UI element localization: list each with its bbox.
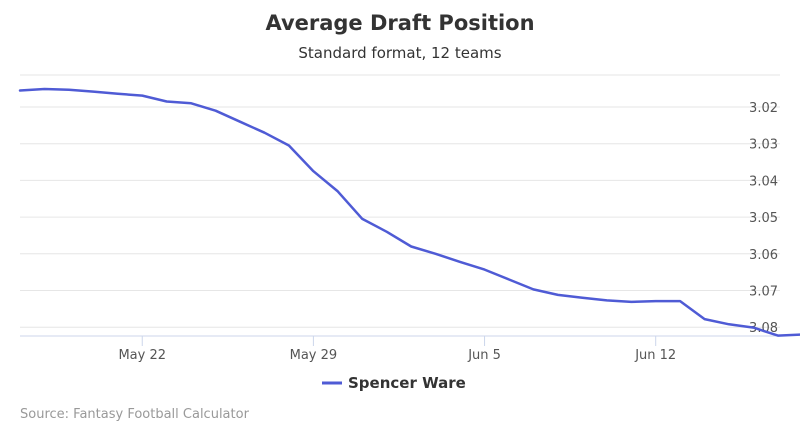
data-point[interactable] bbox=[261, 129, 269, 137]
y-tick-label: 3.03 bbox=[749, 138, 778, 153]
grid bbox=[20, 74, 780, 328]
data-point[interactable] bbox=[236, 118, 244, 126]
y-tick-label: 3.07 bbox=[749, 285, 778, 300]
data-point[interactable] bbox=[89, 88, 97, 96]
data-point[interactable] bbox=[481, 266, 489, 274]
data-point[interactable] bbox=[701, 315, 709, 323]
credits-text[interactable]: Source: Fantasy Football Calculator bbox=[20, 407, 250, 422]
data-point[interactable] bbox=[138, 92, 146, 100]
data-point[interactable] bbox=[432, 250, 440, 258]
data-point[interactable] bbox=[334, 187, 342, 195]
data-point[interactable] bbox=[603, 296, 611, 304]
data-point[interactable] bbox=[212, 107, 220, 115]
data-point[interactable] bbox=[65, 86, 73, 94]
chart-subtitle: Standard format, 12 teams bbox=[298, 44, 501, 62]
data-point[interactable] bbox=[750, 324, 758, 332]
y-tick-label: 3.02 bbox=[749, 101, 778, 116]
data-point[interactable] bbox=[456, 258, 464, 266]
data-point[interactable] bbox=[16, 87, 24, 95]
data-point[interactable] bbox=[285, 142, 293, 150]
data-point[interactable] bbox=[774, 332, 782, 340]
data-point[interactable] bbox=[187, 99, 195, 107]
y-axis-ticks: 3.023.033.043.053.063.073.08 bbox=[749, 101, 778, 336]
y-tick-label: 3.04 bbox=[749, 174, 778, 189]
x-tick-label: May 29 bbox=[290, 348, 338, 363]
data-point[interactable] bbox=[554, 291, 562, 299]
data-point[interactable] bbox=[676, 297, 684, 305]
data-point[interactable] bbox=[505, 276, 513, 284]
legend-label[interactable]: Spencer Ware bbox=[348, 374, 466, 392]
chart-title: Average Draft Position bbox=[265, 11, 534, 35]
data-point[interactable] bbox=[627, 298, 635, 306]
x-tick-label: Jun 5 bbox=[467, 348, 501, 363]
data-point[interactable] bbox=[652, 297, 660, 305]
y-tick-label: 3.05 bbox=[749, 211, 778, 226]
data-point[interactable] bbox=[309, 167, 317, 175]
data-point[interactable] bbox=[163, 98, 171, 106]
legend-item[interactable]: Spencer Ware bbox=[322, 374, 466, 392]
data-point[interactable] bbox=[725, 320, 733, 328]
y-tick-label: 3.06 bbox=[749, 248, 778, 263]
data-point[interactable] bbox=[114, 90, 122, 98]
data-point[interactable] bbox=[383, 228, 391, 236]
x-tick-label: Jun 12 bbox=[634, 348, 676, 363]
data-point[interactable] bbox=[578, 294, 586, 302]
x-axis: May 22 May 29 Jun 5 Jun 12 bbox=[20, 335, 780, 363]
x-tick-label: May 22 bbox=[118, 348, 166, 363]
series-line[interactable] bbox=[18, 87, 800, 337]
data-point[interactable] bbox=[407, 243, 415, 251]
series-layer bbox=[16, 85, 800, 340]
data-point[interactable] bbox=[41, 85, 49, 93]
data-point[interactable] bbox=[358, 215, 366, 223]
data-point[interactable] bbox=[529, 285, 537, 293]
